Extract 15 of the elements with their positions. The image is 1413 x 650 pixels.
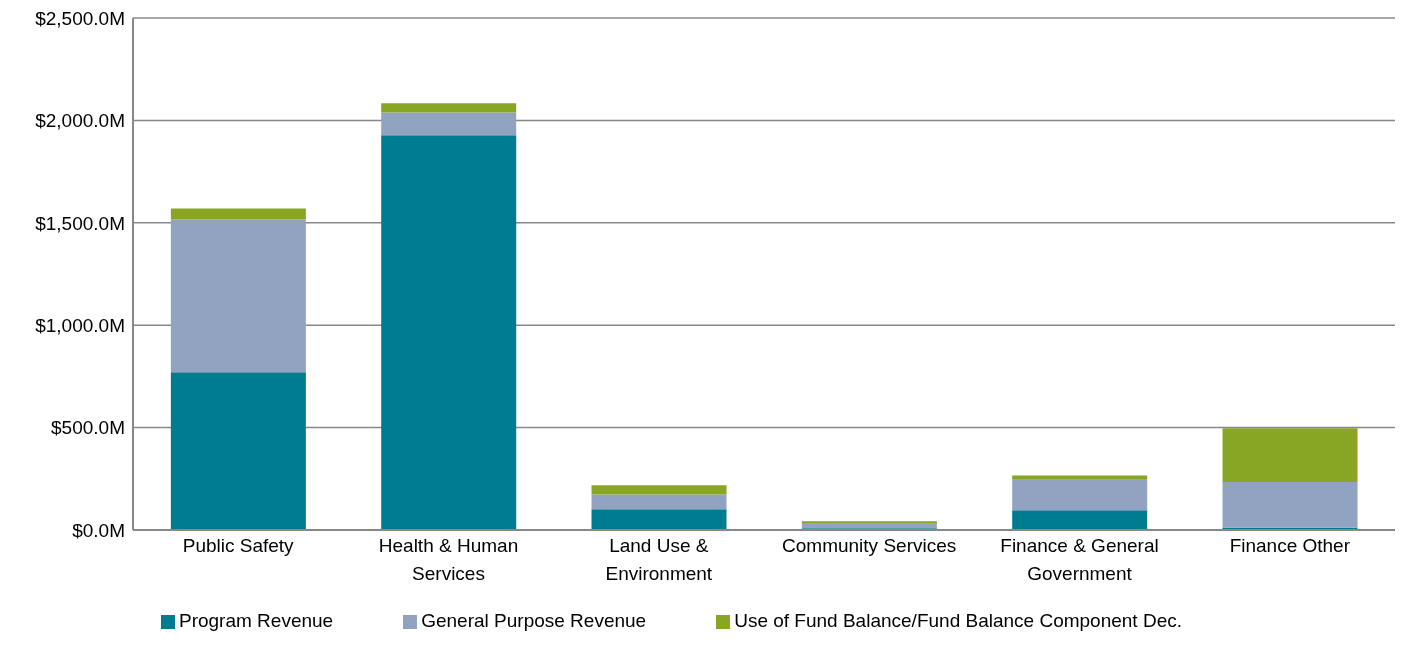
- legend-label: Program Revenue: [178, 610, 334, 631]
- x-tick-label: Community Services: [782, 535, 957, 556]
- x-tick-label: Public Safety: [182, 535, 295, 556]
- y-tick-label: $1,500.0M: [35, 212, 125, 234]
- y-tick-label: $2,500.0M: [35, 7, 125, 29]
- y-tick-label: $2,000.0M: [35, 110, 125, 132]
- x-tick-label: Finance & General Government: [1000, 535, 1159, 584]
- x-tick-label: Finance Other: [1229, 535, 1351, 556]
- y-tick-label: $0.0M: [72, 519, 125, 541]
- x-tick-label: Land Use & Environment: [605, 535, 713, 584]
- legend-label: Use of Fund Balance/Fund Balance Component Dec.: [734, 610, 1182, 631]
- legend-label: General Purpose Revenue: [421, 610, 647, 631]
- y-tick-label: $1,000.0M: [35, 314, 125, 336]
- y-tick-label: $500.0M: [51, 417, 125, 439]
- x-tick-label: Health & Human Services: [378, 535, 519, 584]
